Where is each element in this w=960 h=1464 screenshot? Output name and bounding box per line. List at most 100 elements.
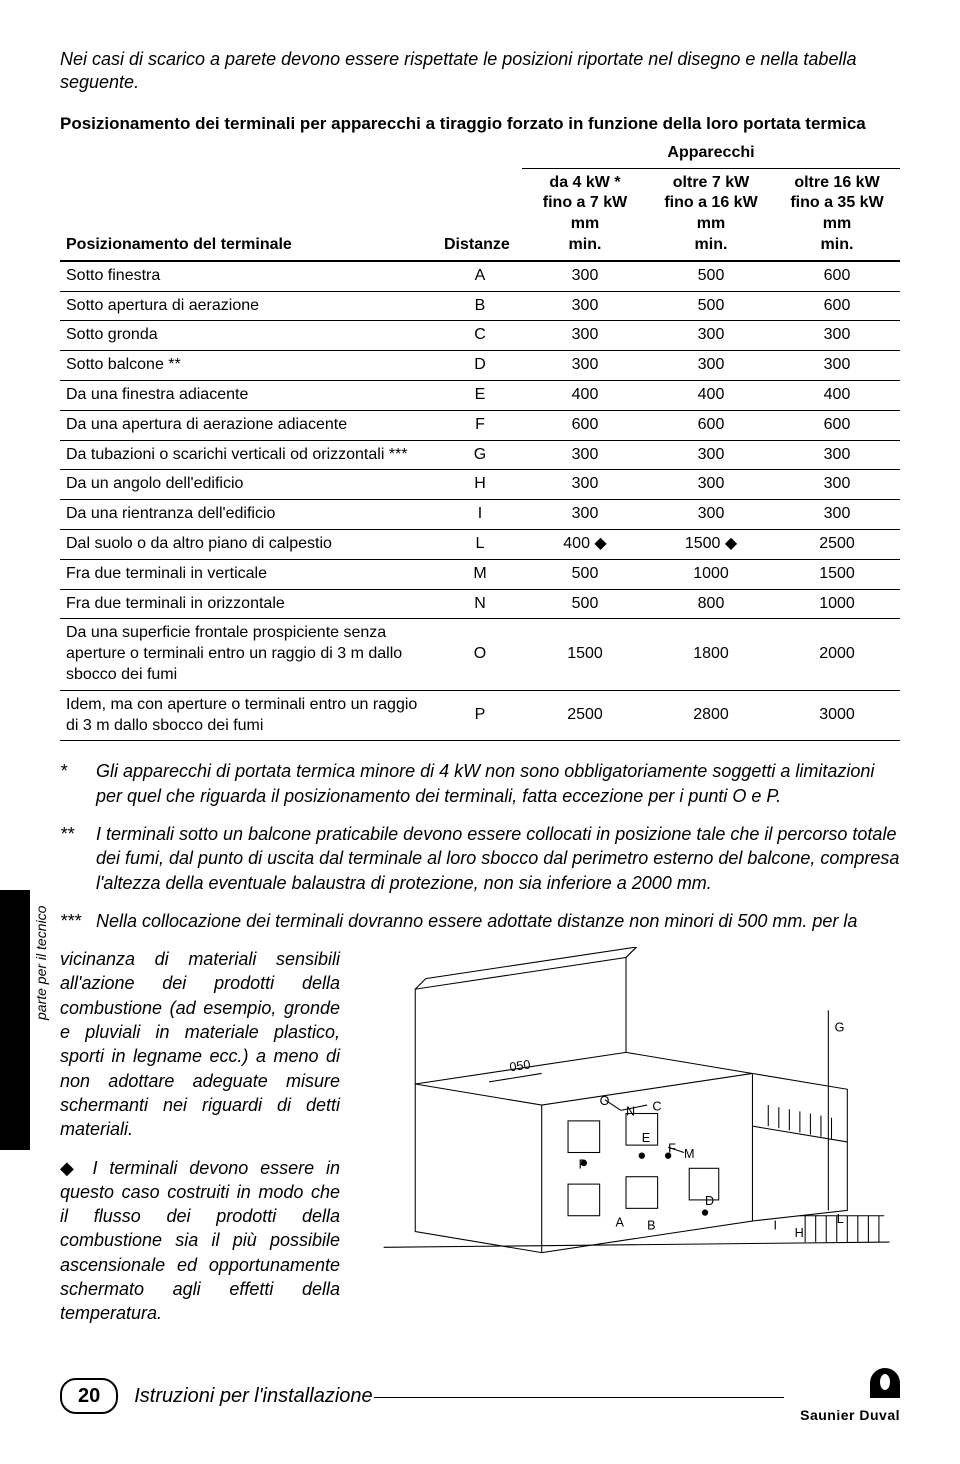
table-row: Da una superficie frontale prospiciente … — [60, 619, 900, 690]
row-label: Da una superficie frontale prospiciente … — [60, 619, 438, 690]
row-v3: 300 — [774, 321, 900, 351]
intro-text: Nei casi di scarico a parete devono esse… — [60, 48, 900, 95]
side-black-tab — [0, 890, 30, 1150]
row-dist: I — [438, 500, 522, 530]
svg-text:D: D — [705, 1194, 714, 1208]
footnote-star2: ** I terminali sotto un balcone praticab… — [60, 822, 900, 895]
svg-text:N: N — [626, 1105, 635, 1119]
table-row: Da tubazioni o scarichi verticali od ori… — [60, 440, 900, 470]
row-label: Da un angolo dell'edificio — [60, 470, 438, 500]
building-diagram: 050 O N C E F P M A B D G I H L — [352, 947, 900, 1339]
svg-text:C: C — [652, 1100, 661, 1114]
brand-name: Saunier Duval — [800, 1406, 900, 1424]
row-v1: 300 — [522, 291, 648, 321]
row-v3: 600 — [774, 261, 900, 291]
row-v1: 500 — [522, 559, 648, 589]
diamond-mark: ◆ — [60, 1158, 81, 1178]
table-row: Sotto finestraA300500600 — [60, 261, 900, 291]
table-row: Da una rientranza dell'edificioI30030030… — [60, 500, 900, 530]
svg-text:M: M — [684, 1147, 695, 1161]
row-v1: 300 — [522, 321, 648, 351]
svg-text:E: E — [642, 1131, 650, 1145]
svg-text:I: I — [774, 1219, 778, 1233]
row-v3: 2000 — [774, 619, 900, 690]
svg-text:H: H — [795, 1226, 804, 1240]
table-row: Da una apertura di aerazione adiacenteF6… — [60, 410, 900, 440]
table-row: Fra due terminali in verticaleM500100015… — [60, 559, 900, 589]
row-dist: F — [438, 410, 522, 440]
table-row: Da una finestra adiacenteE400400400 — [60, 381, 900, 411]
svg-text:P: P — [579, 1157, 587, 1171]
row-v1: 300 — [522, 351, 648, 381]
side-vertical-label: parte per il tecnico — [32, 906, 50, 1020]
row-label: Da una rientranza dell'edificio — [60, 500, 438, 530]
svg-text:O: O — [600, 1094, 610, 1108]
svg-text:B: B — [647, 1219, 655, 1233]
table-row: Sotto grondaC300300300 — [60, 321, 900, 351]
col-header-dist: Distanze — [438, 139, 522, 261]
row-dist: L — [438, 530, 522, 560]
row-dist: G — [438, 440, 522, 470]
row-dist: C — [438, 321, 522, 351]
row-label: Da una apertura di aerazione adiacente — [60, 410, 438, 440]
footnote-star3-rest: vicinanza di materiali sensibili all'azi… — [60, 947, 340, 1141]
row-v2: 400 — [648, 381, 774, 411]
row-v3: 1500 — [774, 559, 900, 589]
row-label: Da tubazioni o scarichi verticali od ori… — [60, 440, 438, 470]
row-label: Sotto gronda — [60, 321, 438, 351]
row-dist: D — [438, 351, 522, 381]
row-dist: E — [438, 381, 522, 411]
row-v3: 300 — [774, 440, 900, 470]
row-v3: 3000 — [774, 690, 900, 741]
row-v3: 1000 — [774, 589, 900, 619]
row-v3: 400 — [774, 381, 900, 411]
row-v2: 1800 — [648, 619, 774, 690]
col-header-apparecchi: Apparecchi — [522, 139, 900, 168]
footnote-star3: *** Nella collocazione dei terminali dov… — [60, 909, 900, 933]
table-row: Idem, ma con aperture o terminali entro … — [60, 690, 900, 741]
row-label: Da una finestra adiacente — [60, 381, 438, 411]
row-dist: A — [438, 261, 522, 291]
table-row: Da un angolo dell'edificioH300300300 — [60, 470, 900, 500]
svg-text:G: G — [835, 1020, 845, 1034]
row-v3: 600 — [774, 291, 900, 321]
row-v1: 300 — [522, 470, 648, 500]
row-v1: 600 — [522, 410, 648, 440]
footnote-body: Gli apparecchi di portata termica minore… — [96, 759, 900, 808]
lower-text-column: vicinanza di materiali sensibili all'azi… — [60, 947, 340, 1339]
svg-text:A: A — [615, 1215, 624, 1229]
row-v2: 500 — [648, 261, 774, 291]
row-v1: 300 — [522, 440, 648, 470]
row-v2: 500 — [648, 291, 774, 321]
row-v2: 800 — [648, 589, 774, 619]
row-label: Fra due terminali in verticale — [60, 559, 438, 589]
dim-050: 050 — [509, 1058, 532, 1075]
footnotes-block: * Gli apparecchi di portata termica mino… — [60, 759, 900, 933]
table-row: Sotto apertura di aerazioneB300500600 — [60, 291, 900, 321]
row-v1: 400 — [522, 381, 648, 411]
footnote-body: I terminali sotto un balcone praticabile… — [96, 822, 900, 895]
row-v2: 300 — [648, 500, 774, 530]
footnote-mark: * — [60, 759, 96, 808]
row-v1: 300 — [522, 261, 648, 291]
row-v2: 300 — [648, 321, 774, 351]
footnote-diamond: ◆ I terminali devono essere in questo ca… — [60, 1156, 340, 1326]
row-label: Sotto apertura di aerazione — [60, 291, 438, 321]
row-v3: 300 — [774, 470, 900, 500]
row-label: Sotto balcone ** — [60, 351, 438, 381]
row-v3: 300 — [774, 351, 900, 381]
row-dist: B — [438, 291, 522, 321]
row-dist: M — [438, 559, 522, 589]
row-v1: 500 — [522, 589, 648, 619]
row-v1: 300 — [522, 500, 648, 530]
brand-icon — [870, 1368, 900, 1398]
svg-text:L: L — [837, 1212, 844, 1226]
diamond-body: I terminali devono essere in questo caso… — [60, 1158, 340, 1324]
col-header-range2: oltre 7 kW fino a 16 kW mm min. — [648, 168, 774, 261]
footer-title: Istruzioni per l'installazione — [134, 1383, 784, 1409]
positions-table: Posizionamento del terminale Distanze Ap… — [60, 139, 900, 742]
row-v3: 600 — [774, 410, 900, 440]
brand-logo: Saunier Duval — [800, 1368, 900, 1425]
row-v1: 2500 — [522, 690, 648, 741]
row-label: Dal suolo o da altro piano di calpestio — [60, 530, 438, 560]
